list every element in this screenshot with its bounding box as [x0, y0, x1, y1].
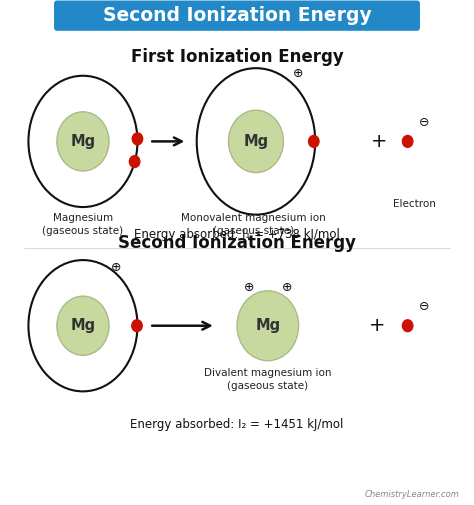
Text: +: + — [369, 316, 385, 335]
Text: Mg: Mg — [70, 318, 96, 333]
Ellipse shape — [57, 296, 109, 356]
Text: ⊕: ⊕ — [293, 67, 304, 80]
Ellipse shape — [132, 320, 142, 332]
Text: Monovalent magnesium ion
(gaseous state): Monovalent magnesium ion (gaseous state) — [181, 213, 326, 236]
Ellipse shape — [237, 291, 299, 361]
Text: ⊕: ⊕ — [111, 261, 121, 274]
Ellipse shape — [129, 156, 140, 168]
Text: Mg: Mg — [70, 134, 96, 149]
Ellipse shape — [309, 135, 319, 147]
Text: Energy absorbed: I₁ = +738 kJ/mol: Energy absorbed: I₁ = +738 kJ/mol — [134, 228, 340, 241]
Text: Energy absorbed: I₂ = +1451 kJ/mol: Energy absorbed: I₂ = +1451 kJ/mol — [130, 418, 344, 431]
Ellipse shape — [402, 135, 413, 147]
Text: Magnesium
(gaseous state): Magnesium (gaseous state) — [42, 213, 124, 236]
Text: Electron: Electron — [393, 199, 436, 210]
FancyBboxPatch shape — [54, 1, 420, 31]
Ellipse shape — [57, 112, 109, 171]
Text: Mg: Mg — [255, 318, 281, 333]
Text: ⊕: ⊕ — [282, 281, 292, 294]
Text: ⊖: ⊖ — [419, 300, 429, 313]
Ellipse shape — [132, 133, 143, 145]
Text: Second Ionization Energy: Second Ionization Energy — [103, 6, 371, 25]
Text: First Ionization Energy: First Ionization Energy — [131, 48, 343, 66]
Text: +: + — [371, 132, 387, 151]
Text: Mg: Mg — [243, 134, 269, 149]
Ellipse shape — [228, 110, 283, 173]
Text: ⊕: ⊕ — [244, 281, 254, 294]
Ellipse shape — [402, 320, 413, 332]
Text: Divalent magnesium ion
(gaseous state): Divalent magnesium ion (gaseous state) — [204, 368, 331, 391]
Text: Second Ionization Energy: Second Ionization Energy — [118, 234, 356, 252]
Text: ChemistryLearner.com: ChemistryLearner.com — [365, 490, 460, 499]
Text: ⊖: ⊖ — [419, 116, 429, 129]
